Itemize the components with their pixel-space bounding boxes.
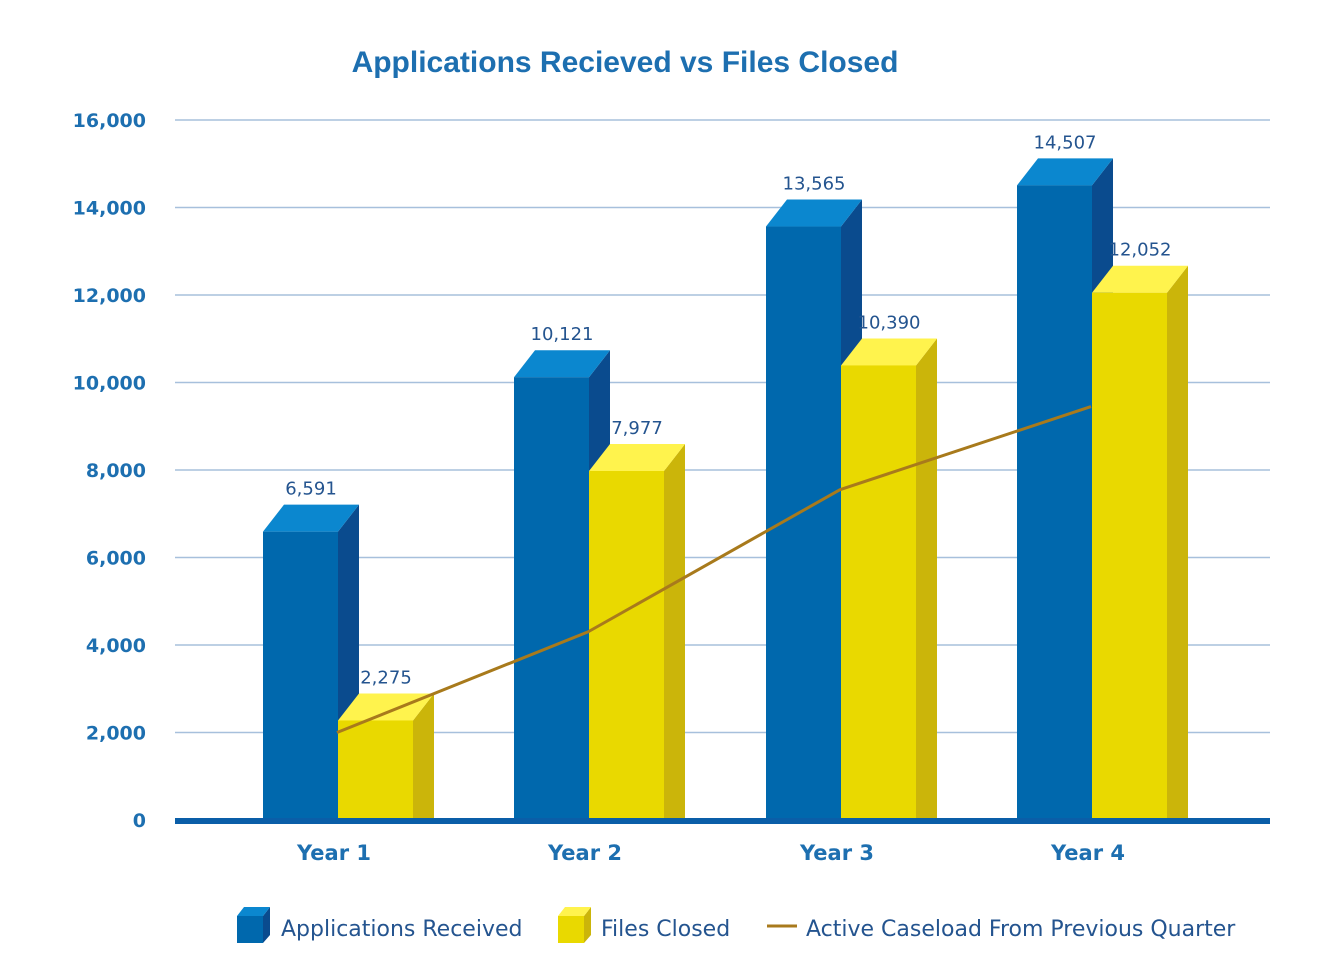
- x-tick-label: Year 2: [547, 841, 622, 865]
- bar-front: [841, 365, 916, 820]
- bar-top: [841, 338, 937, 366]
- bar-side: [413, 693, 434, 819]
- bar-top: [1092, 265, 1188, 293]
- y-tick-label: 16,000: [73, 110, 146, 132]
- bar-top: [589, 444, 685, 472]
- legend-cube-top: [558, 907, 591, 916]
- legend-label-active-caseload: Active Caseload From Previous Quarter: [806, 917, 1236, 942]
- chart-title: Applications Recieved vs Files Closed: [352, 46, 899, 79]
- x-tick-label: Year 3: [799, 841, 874, 865]
- x-tick-label: Year 1: [296, 841, 371, 865]
- data-labels: 6,591 2,275 10,121 7,977 13,565 10,390 14,507 1…: [285, 132, 1171, 688]
- data-label: 13,565: [783, 174, 846, 195]
- legend-cube-side: [584, 907, 591, 943]
- legend-swatch-applications-received: [237, 907, 270, 943]
- bar-top: [766, 199, 862, 227]
- legend-cube-front: [558, 916, 584, 943]
- bar-files-closed: [1092, 265, 1188, 821]
- y-axis-tick-labels: 0 2,000 4,000 6,000 8,000 10,000 12,000 14,000 1…: [73, 110, 146, 832]
- y-tick-label: 6,000: [86, 548, 146, 570]
- bar-side: [1167, 265, 1188, 820]
- y-tick-label: 8,000: [86, 460, 146, 482]
- bar-side: [664, 444, 685, 819]
- data-label: 2,275: [360, 667, 412, 688]
- x-axis-line: [175, 818, 1270, 824]
- legend: Applications Received Files Closed Active …: [237, 907, 1236, 943]
- bar-top: [338, 693, 434, 721]
- bar-front: [589, 471, 664, 820]
- legend-cube-side: [263, 907, 270, 943]
- legend-label-files-closed: Files Closed: [601, 917, 730, 942]
- data-label: 6,591: [285, 479, 337, 500]
- bar-side: [916, 338, 937, 819]
- legend-label-applications-received: Applications Received: [281, 917, 522, 942]
- bar-front: [514, 377, 589, 820]
- bar-front: [1017, 185, 1092, 821]
- x-tick-label: Year 4: [1050, 841, 1125, 865]
- bar-front: [263, 531, 338, 820]
- y-tick-label: 10,000: [73, 373, 146, 395]
- y-tick-label: 14,000: [73, 198, 146, 220]
- x-axis-tick-labels: Year 1 Year 2 Year 3 Year 4: [296, 841, 1125, 865]
- legend-cube-top: [237, 907, 270, 916]
- data-label: 12,052: [1109, 240, 1172, 261]
- bar-top: [263, 504, 359, 532]
- line-active-caseload: [336, 405, 1092, 734]
- bar-front: [766, 226, 841, 820]
- y-tick-label: 4,000: [86, 635, 146, 657]
- bar-front: [338, 720, 413, 820]
- bars: [263, 158, 1188, 821]
- bar-files-closed: [338, 693, 434, 820]
- caseload-line: [336, 405, 1092, 734]
- data-label: 7,977: [611, 418, 663, 439]
- legend-swatch-files-closed: [558, 907, 591, 943]
- bar-files-closed: [841, 338, 937, 820]
- data-label: 10,121: [531, 324, 594, 345]
- data-label: 14,507: [1034, 132, 1097, 153]
- y-tick-label: 12,000: [73, 285, 146, 307]
- bar-front: [1092, 292, 1167, 821]
- legend-cube-front: [237, 916, 263, 943]
- bar-applications-received: [263, 504, 359, 820]
- bar-top: [1017, 158, 1113, 186]
- data-label: 10,390: [858, 312, 921, 333]
- y-tick-label: 0: [133, 810, 146, 832]
- bar-top: [514, 350, 610, 378]
- y-tick-label: 2,000: [86, 723, 146, 745]
- bar-files-closed: [589, 444, 685, 820]
